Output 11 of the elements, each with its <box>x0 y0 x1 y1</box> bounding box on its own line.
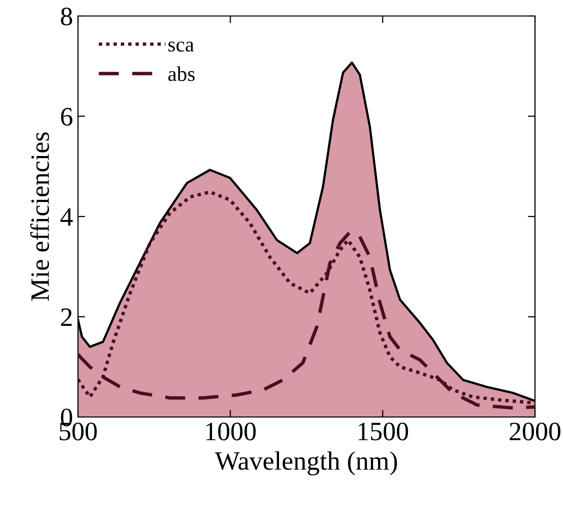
y-tick-label: 6 <box>61 108 72 126</box>
y-tick-label: 8 <box>60 8 72 26</box>
legend-label: sca <box>168 42 194 52</box>
x-tick-label: 1500 <box>358 422 408 440</box>
y-axis-title: Mie efficiencies <box>30 132 50 301</box>
y-tick-label: 4 <box>60 208 73 226</box>
x-tick-label: 1000 <box>206 422 256 440</box>
x-axis-title: Wavelength (nm) <box>214 451 397 476</box>
legend-label: abs <box>168 66 195 82</box>
y-tick-label: 2 <box>61 308 72 326</box>
x-tick-label: 2000 <box>510 422 560 440</box>
